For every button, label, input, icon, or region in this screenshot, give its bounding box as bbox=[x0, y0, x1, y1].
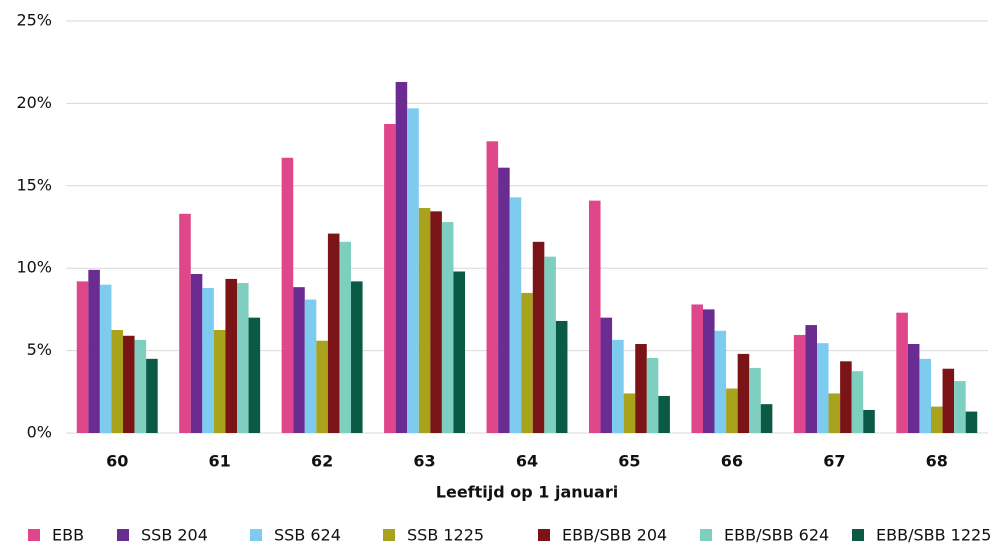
bar bbox=[202, 287, 214, 433]
legend-label: SSB 624 bbox=[274, 526, 341, 544]
bar bbox=[76, 281, 89, 433]
x-axis-title: Leeftijd op 1 januari bbox=[436, 483, 618, 502]
bar bbox=[555, 320, 568, 433]
bar bbox=[726, 388, 738, 433]
bar bbox=[123, 335, 135, 433]
bar bbox=[498, 167, 510, 433]
bar bbox=[395, 81, 408, 433]
bar bbox=[146, 358, 158, 433]
bar bbox=[907, 344, 920, 433]
legend-swatch bbox=[250, 529, 262, 541]
bar bbox=[190, 273, 203, 433]
bar bbox=[805, 325, 817, 433]
bar bbox=[658, 395, 670, 433]
bar bbox=[828, 393, 841, 433]
bar bbox=[407, 108, 419, 434]
bar bbox=[760, 404, 773, 433]
bar bbox=[816, 343, 829, 433]
legend-label: EBB/SBB 204 bbox=[562, 526, 667, 544]
bar bbox=[111, 330, 124, 433]
bar bbox=[863, 409, 875, 433]
y-tick-label: 0% bbox=[27, 423, 52, 442]
bar bbox=[612, 339, 624, 433]
bar bbox=[714, 330, 727, 433]
legend-swatch bbox=[538, 529, 550, 541]
bar bbox=[521, 292, 533, 433]
legend-label: SSB 204 bbox=[141, 526, 208, 544]
bar bbox=[954, 381, 966, 433]
y-tick-label: 10% bbox=[16, 258, 52, 277]
legend-swatch bbox=[852, 529, 864, 541]
x-tick-label: 64 bbox=[516, 452, 538, 471]
bar bbox=[339, 241, 352, 433]
legend-swatch bbox=[28, 529, 40, 541]
bar bbox=[691, 304, 703, 433]
bar bbox=[635, 344, 647, 433]
bar bbox=[88, 269, 100, 433]
bar bbox=[225, 278, 238, 433]
bar bbox=[965, 411, 978, 433]
bar bbox=[532, 241, 545, 433]
legend-label: EBB/SBB 1225 bbox=[876, 526, 991, 544]
x-tick-label: 62 bbox=[311, 452, 333, 471]
y-tick-label: 5% bbox=[27, 340, 52, 359]
bar bbox=[134, 339, 147, 433]
legend-swatch bbox=[383, 529, 395, 541]
y-tick-label: 15% bbox=[16, 175, 52, 194]
x-tick-label: 61 bbox=[209, 452, 231, 471]
bar bbox=[99, 284, 112, 433]
bar bbox=[793, 334, 806, 433]
bar bbox=[919, 358, 931, 433]
bar bbox=[418, 208, 431, 433]
legend-label: EBB bbox=[52, 526, 84, 544]
bar bbox=[213, 330, 226, 433]
bar bbox=[316, 340, 328, 433]
bar bbox=[441, 222, 454, 433]
x-tick-label: 63 bbox=[413, 452, 435, 471]
bar bbox=[327, 233, 340, 433]
bar bbox=[304, 299, 317, 433]
bar bbox=[293, 287, 305, 433]
bar bbox=[646, 358, 659, 433]
bar bbox=[430, 211, 442, 433]
bar bbox=[942, 368, 955, 433]
bar bbox=[509, 197, 522, 433]
bar bbox=[840, 361, 852, 433]
bar bbox=[600, 317, 613, 433]
bar bbox=[896, 312, 908, 433]
bar bbox=[851, 371, 864, 433]
x-tick-label: 67 bbox=[823, 452, 845, 471]
bar bbox=[237, 283, 249, 433]
legend-label: SSB 1225 bbox=[407, 526, 484, 544]
x-tick-label: 60 bbox=[106, 452, 128, 471]
bar bbox=[623, 393, 636, 433]
legend-swatch bbox=[700, 529, 712, 541]
bar bbox=[351, 281, 363, 433]
x-tick-label: 68 bbox=[926, 452, 948, 471]
bar bbox=[248, 317, 261, 433]
bar bbox=[486, 141, 499, 433]
bar bbox=[384, 124, 396, 433]
y-tick-label: 25% bbox=[16, 11, 52, 30]
bar bbox=[453, 271, 466, 433]
legend-label: EBB/SBB 624 bbox=[724, 526, 829, 544]
bar bbox=[588, 200, 601, 433]
bar bbox=[179, 213, 191, 433]
bar bbox=[930, 406, 943, 433]
x-tick-label: 65 bbox=[618, 452, 640, 471]
legend-swatch bbox=[117, 529, 129, 541]
bar bbox=[737, 353, 750, 433]
x-tick-label: 66 bbox=[721, 452, 743, 471]
bar bbox=[281, 157, 294, 433]
bar bbox=[702, 309, 715, 433]
y-tick-label: 20% bbox=[16, 93, 52, 112]
bar bbox=[749, 367, 761, 433]
bar bbox=[544, 256, 556, 433]
